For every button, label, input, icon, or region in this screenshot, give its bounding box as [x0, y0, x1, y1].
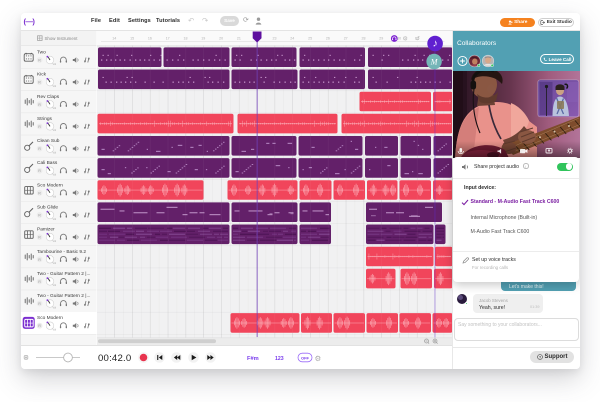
svg-text:Two: Two — [37, 49, 46, 55]
svg-text:♪: ♪ — [432, 37, 437, 49]
svg-text:26: 26 — [325, 36, 329, 40]
svg-text:Pamizer: Pamizer — [37, 226, 55, 232]
svg-text:R: R — [38, 102, 41, 106]
svg-text:29: 29 — [379, 36, 383, 40]
svg-text:123: 123 — [275, 355, 284, 361]
svg-text:?: ? — [538, 355, 540, 359]
svg-text:Cali Bass: Cali Bass — [37, 160, 58, 166]
svg-text:Vol: Vol — [53, 194, 57, 198]
svg-text:Two - Guitar Pattern 2 |...: Two - Guitar Pattern 2 |... — [37, 270, 91, 276]
svg-text:R: R — [38, 279, 41, 283]
svg-text:24: 24 — [290, 36, 294, 40]
svg-text:Rev Claps: Rev Claps — [37, 93, 60, 99]
svg-text:M: M — [429, 57, 438, 66]
svg-text:Tambourine - Basic 9.2: Tambourine - Basic 9.2 — [37, 248, 86, 254]
svg-text:20: 20 — [219, 36, 223, 40]
svg-text:Vol: Vol — [53, 238, 57, 242]
svg-text:R: R — [38, 80, 41, 84]
svg-text:17: 17 — [165, 36, 169, 40]
svg-text:Vol: Vol — [53, 61, 57, 65]
svg-text:OFF: OFF — [301, 355, 310, 360]
svg-text:25: 25 — [308, 36, 312, 40]
svg-text:R: R — [38, 324, 41, 328]
svg-text:27: 27 — [343, 36, 347, 40]
svg-text:18: 18 — [183, 36, 187, 40]
svg-text:14: 14 — [112, 36, 116, 40]
svg-text:Sub Glide: Sub Glide — [37, 204, 58, 210]
svg-text:21: 21 — [236, 36, 240, 40]
svg-text:Vol: Vol — [53, 216, 57, 220]
svg-text:23: 23 — [272, 36, 276, 40]
svg-text:R: R — [38, 124, 41, 128]
svg-text:R: R — [38, 169, 41, 173]
svg-text:R: R — [38, 147, 41, 151]
svg-text:F#m: F#m — [247, 356, 259, 362]
svg-text:28: 28 — [361, 36, 365, 40]
svg-text:Show Instrument: Show Instrument — [45, 36, 79, 41]
svg-text:19: 19 — [201, 36, 205, 40]
svg-text:Sco Modern: Sco Modern — [37, 182, 63, 188]
svg-text:↺: ↺ — [414, 35, 419, 42]
svg-text:Vol: Vol — [53, 106, 57, 110]
svg-text:R: R — [38, 58, 41, 62]
svg-text:00:42.0: 00:42.0 — [98, 352, 131, 363]
svg-text:Vol: Vol — [53, 305, 57, 309]
svg-text:Two - Guitar Pattern 2 |...: Two - Guitar Pattern 2 |... — [37, 293, 91, 299]
svg-text:⚙: ⚙ — [402, 35, 407, 42]
svg-text:Sco Modern: Sco Modern — [37, 315, 63, 321]
svg-text:Vol: Vol — [53, 150, 57, 154]
svg-text:Vol: Vol — [53, 128, 57, 132]
svg-text:R: R — [38, 235, 41, 239]
svg-text:R: R — [38, 302, 41, 306]
svg-text:R: R — [38, 257, 41, 261]
svg-text:15: 15 — [130, 36, 134, 40]
svg-text:Vol: Vol — [53, 83, 57, 87]
svg-text:Vol: Vol — [53, 261, 57, 265]
svg-text:16: 16 — [147, 36, 151, 40]
svg-text:30: 30 — [397, 36, 401, 40]
svg-text:R: R — [38, 191, 41, 195]
svg-text:Clean Sub: Clean Sub — [37, 138, 60, 144]
svg-text:⚙: ⚙ — [315, 353, 322, 362]
svg-text:Kick: Kick — [37, 71, 47, 77]
svg-text:R: R — [38, 213, 41, 217]
svg-text:Vol: Vol — [53, 283, 57, 287]
svg-text:Vol: Vol — [53, 327, 57, 331]
svg-text:Strings: Strings — [37, 115, 53, 121]
svg-text:31: 31 — [414, 36, 418, 40]
svg-text:Vol: Vol — [53, 172, 57, 176]
